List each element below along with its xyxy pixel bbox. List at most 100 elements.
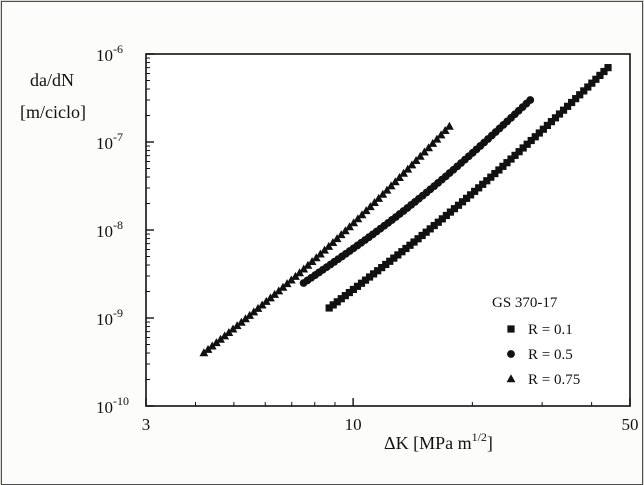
data-point (345, 288, 353, 297)
data-point (361, 276, 370, 284)
data-point (403, 164, 413, 173)
data-point (442, 211, 450, 220)
data-point (446, 208, 455, 216)
data-point (382, 260, 390, 269)
x-axis-label-close: ] (487, 433, 493, 453)
data-point (357, 210, 367, 219)
data-point (471, 187, 479, 195)
data-point (462, 194, 471, 202)
data-point (563, 102, 572, 110)
data-point (596, 71, 604, 79)
data-point (216, 334, 225, 343)
series-triangle (199, 121, 454, 357)
data-point (499, 162, 507, 170)
data-point (365, 202, 375, 211)
data-point (547, 118, 556, 126)
data-point (349, 285, 358, 294)
data-point (551, 114, 560, 122)
legend-label: R = 0.1 (528, 322, 573, 338)
y-tick-label: 10-8 (96, 218, 123, 241)
data-point (329, 301, 337, 309)
legend-title: GS 370-17 (492, 295, 558, 311)
x-tick-label: 3 (142, 415, 151, 434)
data-point (539, 125, 547, 133)
data-point (420, 147, 429, 156)
data-point (592, 75, 600, 83)
data-point (580, 87, 588, 95)
data-point (430, 221, 438, 230)
y-axis-label-line2: [m/ciclo] (20, 102, 86, 122)
data-point (249, 307, 259, 316)
data-point (519, 144, 527, 152)
series-circle (299, 96, 535, 287)
x-tick-label: 50 (622, 415, 639, 434)
data-point (415, 151, 425, 160)
data-point (386, 257, 394, 265)
data-point (337, 295, 345, 303)
data-point (444, 121, 454, 130)
data-point (382, 185, 392, 194)
data-point (378, 189, 388, 198)
data-point (555, 110, 564, 118)
data-point (220, 331, 230, 340)
data-point (559, 106, 568, 114)
data-point (475, 184, 483, 192)
data-point (507, 155, 515, 163)
data-point (232, 321, 242, 330)
data-point (390, 177, 400, 186)
data-point (211, 338, 221, 347)
data-point (487, 173, 495, 181)
data-point (253, 303, 263, 312)
data-point (370, 198, 379, 207)
data-point (374, 267, 382, 275)
data-point (436, 130, 446, 139)
data-point (440, 126, 450, 135)
data-point (503, 159, 511, 167)
data-point (414, 235, 422, 243)
series-square (325, 64, 612, 312)
x-axis-label-main: ΔK [MPa m (384, 433, 472, 453)
data-point (526, 96, 535, 104)
data-point (203, 344, 213, 353)
data-point (370, 270, 378, 278)
data-point (228, 324, 238, 333)
data-point (535, 129, 543, 137)
data-point (576, 91, 584, 99)
data-point (349, 218, 359, 227)
data-point (479, 180, 487, 188)
data-point (245, 310, 255, 319)
data-point (426, 225, 434, 233)
data-point (523, 140, 531, 148)
data-point (386, 181, 396, 190)
data-point (411, 156, 421, 165)
data-point (600, 67, 608, 76)
legend: GS 370-17 R = 0.1 R = 0.5 R = 0.75 (492, 295, 580, 388)
data-point (333, 298, 341, 306)
data-point (418, 231, 426, 240)
data-point (428, 138, 438, 147)
y-tick-label: 10-6 (96, 42, 123, 65)
y-tick-label: 10-10 (96, 394, 129, 417)
data-point (568, 98, 576, 107)
data-point (531, 133, 539, 141)
data-point (495, 166, 503, 174)
data-point (454, 201, 463, 209)
data-point (353, 282, 362, 290)
data-point (270, 289, 280, 298)
data-point (207, 341, 217, 350)
data-point (422, 228, 430, 236)
plot-area (145, 53, 631, 407)
data-point (438, 215, 446, 223)
data-point (410, 238, 418, 246)
data-point (406, 241, 414, 249)
data-point (424, 143, 433, 152)
data-point (467, 191, 475, 199)
data-point (572, 95, 580, 103)
data-point (241, 314, 250, 323)
data-point (407, 160, 417, 169)
data-point (224, 327, 234, 336)
data-point (432, 134, 442, 143)
data-point (402, 244, 410, 253)
data-point (394, 251, 402, 259)
